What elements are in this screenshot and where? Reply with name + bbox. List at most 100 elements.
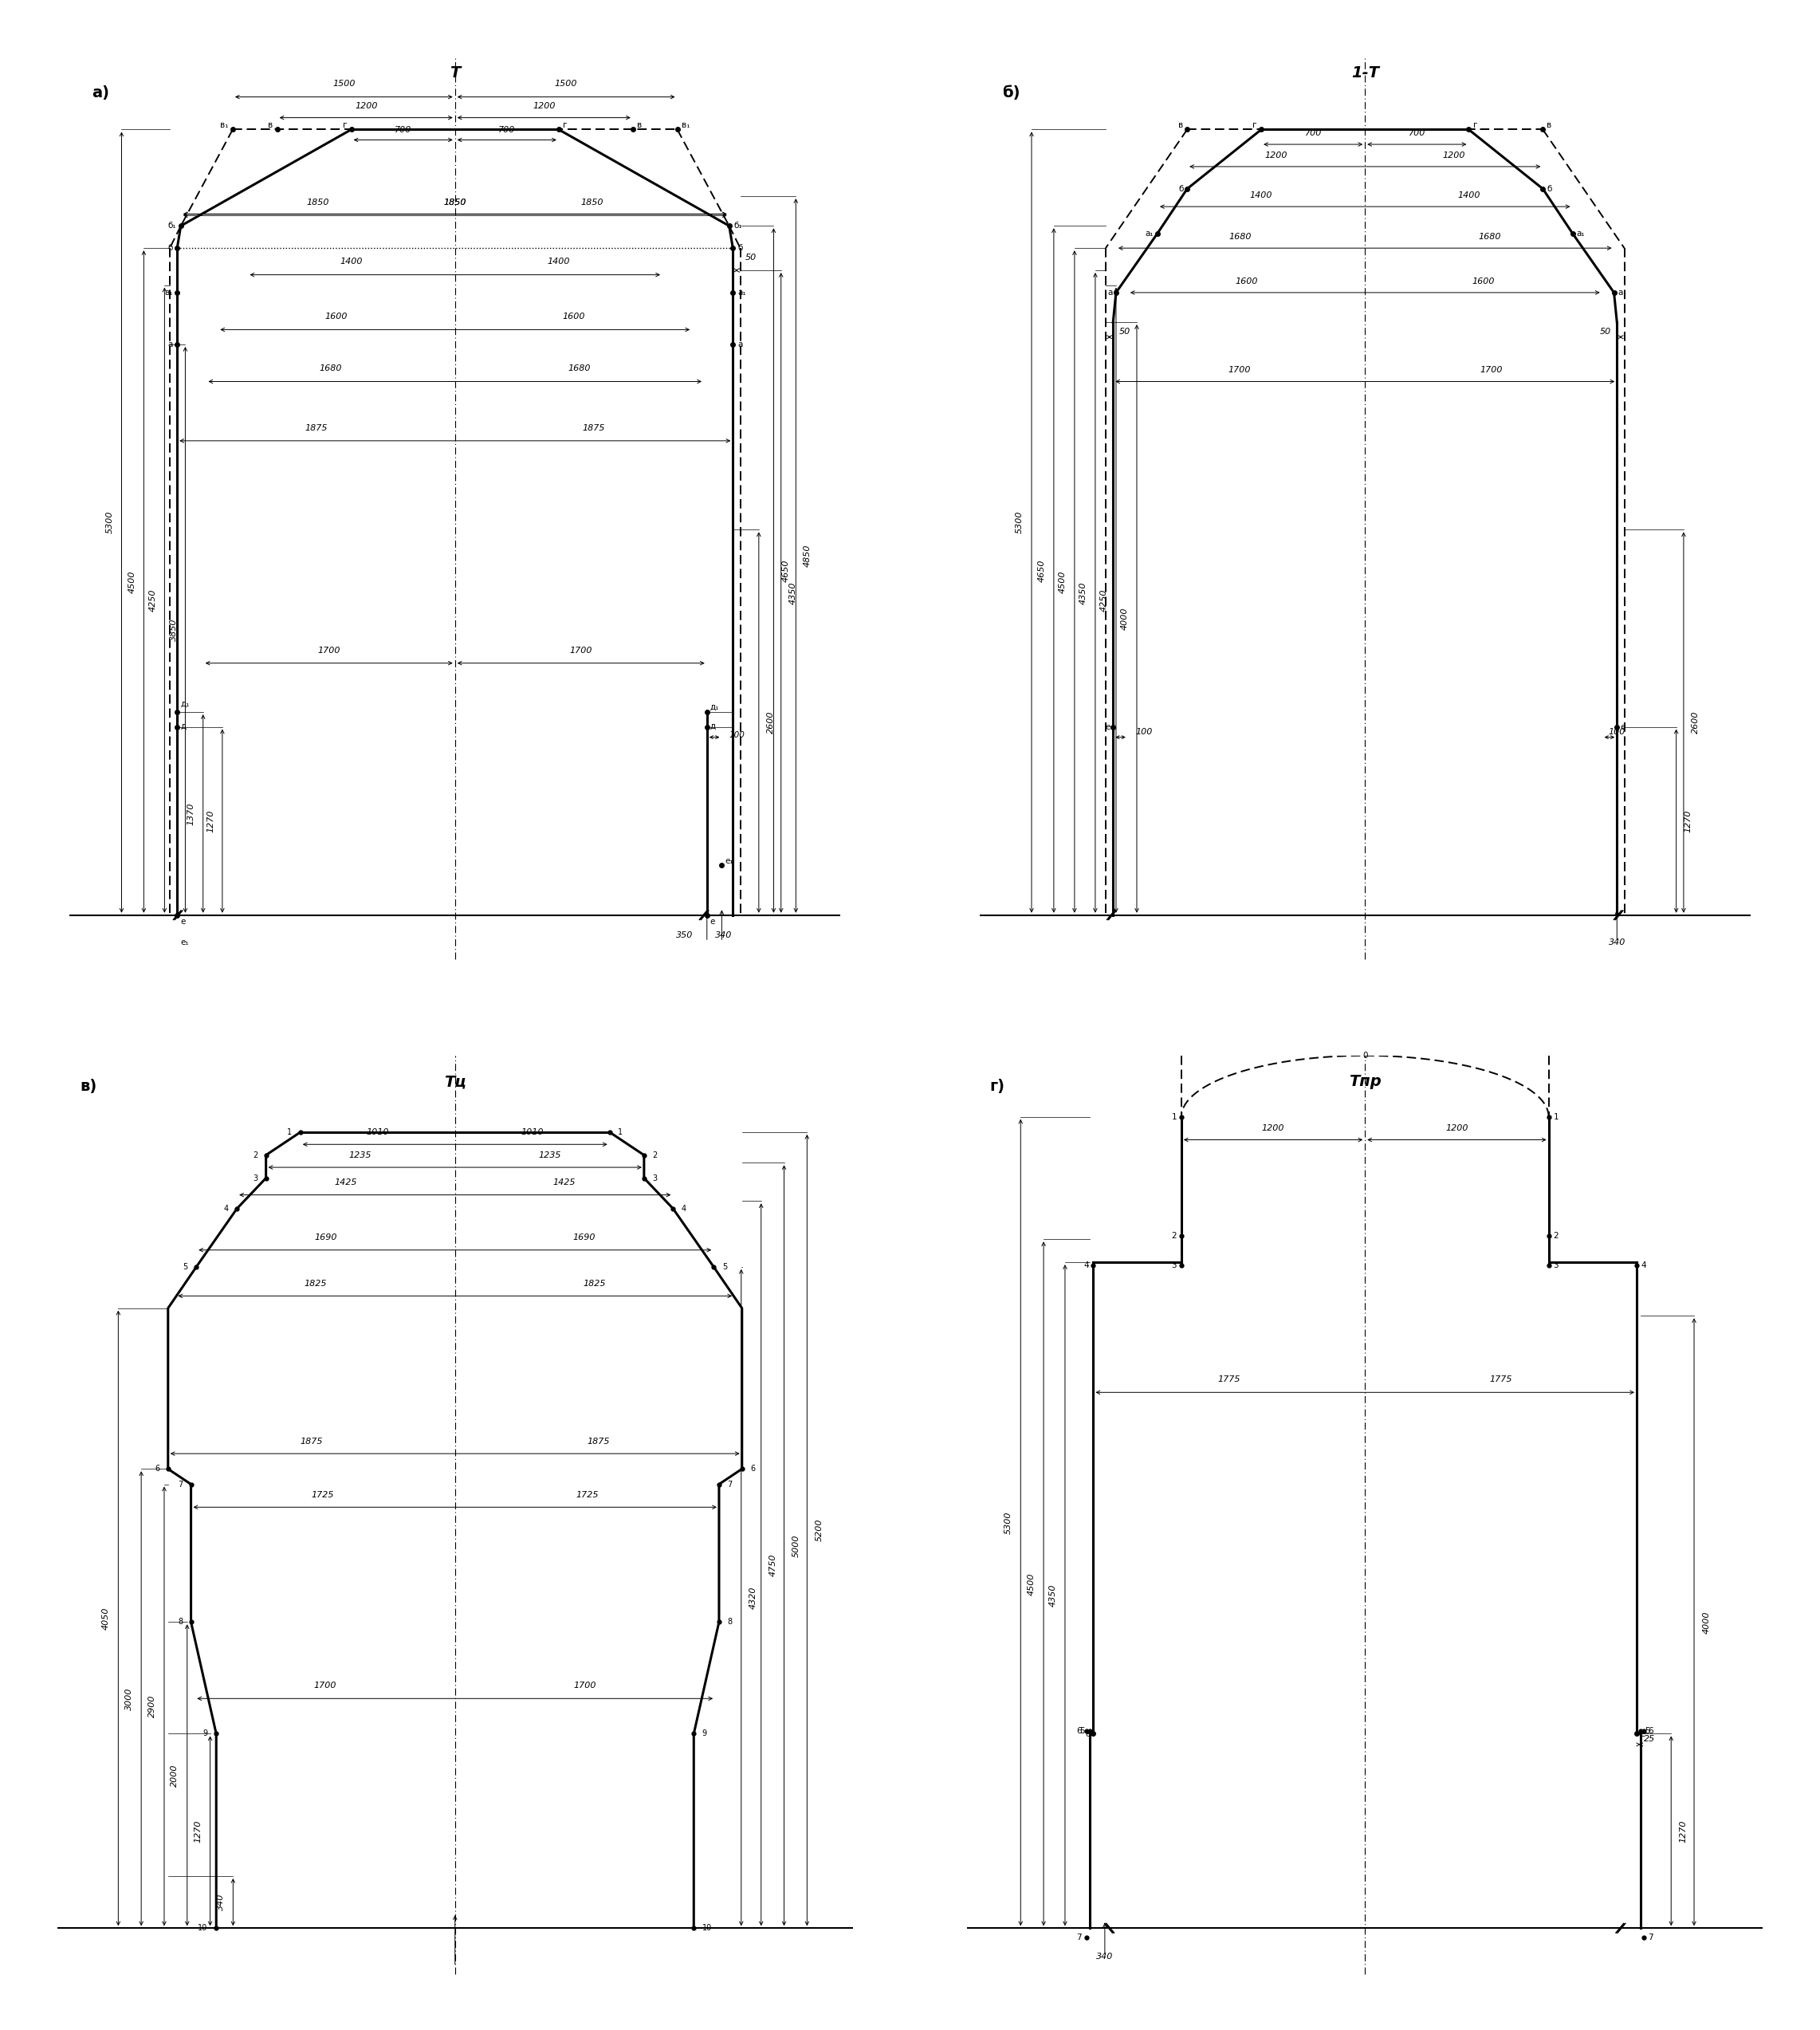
Text: 4350: 4350 [788,581,797,605]
Text: 7: 7 [1649,1933,1653,1941]
Text: 4750: 4750 [770,1553,777,1575]
Text: д₁: д₁ [710,702,719,710]
Text: 4500: 4500 [1059,570,1067,593]
Text: 1425: 1425 [335,1179,357,1186]
Text: г: г [1252,122,1258,130]
Text: д₁: д₁ [180,700,189,708]
Text: 1700: 1700 [570,646,592,654]
Text: 1700: 1700 [1229,365,1250,374]
Text: е: е [1105,723,1110,731]
Text: в₁: в₁ [682,122,690,130]
Text: 1500: 1500 [333,79,355,87]
Text: е₁: е₁ [724,857,733,865]
Text: 4250: 4250 [1099,589,1108,611]
Text: 0: 0 [1363,1052,1367,1060]
Text: 1400: 1400 [1458,191,1480,199]
Text: 1850: 1850 [306,199,329,207]
Text: 1725: 1725 [311,1490,335,1498]
Text: 1500: 1500 [555,79,577,87]
Text: б: б [167,244,173,252]
Text: 1680: 1680 [568,365,592,374]
Text: е: е [1085,1730,1090,1738]
Text: е: е [710,918,715,926]
Text: Тпр: Тпр [1349,1074,1381,1090]
Text: б₁: б₁ [733,221,743,229]
Text: 1850: 1850 [444,199,466,207]
Text: Т: Т [450,65,460,81]
Text: 3850: 3850 [169,619,177,641]
Text: 8: 8 [178,1618,182,1626]
Text: 4250: 4250 [149,589,157,611]
Text: 4050: 4050 [102,1608,109,1630]
Text: 1200: 1200 [355,102,377,110]
Text: 5: 5 [1645,1728,1651,1736]
Text: 4: 4 [1083,1261,1088,1269]
Text: 340: 340 [217,1894,226,1910]
Text: 1200: 1200 [1265,150,1287,158]
Text: 100: 100 [1136,729,1152,735]
Text: 6: 6 [155,1466,160,1474]
Text: 1270: 1270 [1680,1819,1687,1843]
Text: г): г) [990,1078,1005,1094]
Text: 340: 340 [1096,1953,1114,1961]
Text: 1690: 1690 [573,1234,595,1242]
Text: 8: 8 [728,1618,732,1626]
Text: 9: 9 [204,1730,207,1738]
Text: г: г [1472,122,1478,130]
Text: 2: 2 [253,1151,258,1159]
Text: 1600: 1600 [1472,278,1494,284]
Text: а₁: а₁ [1145,229,1154,238]
Text: 7: 7 [1077,1933,1081,1941]
Text: а: а [737,341,743,349]
Text: 6: 6 [1649,1728,1653,1736]
Text: 1875: 1875 [582,424,606,432]
Text: а₁: а₁ [164,288,173,296]
Text: 700: 700 [1305,130,1321,136]
Text: б₁: б₁ [167,221,177,229]
Text: е: е [180,918,186,926]
Text: 3: 3 [652,1173,657,1181]
Text: 5: 5 [184,1263,187,1271]
Text: 7: 7 [728,1480,732,1488]
Text: 5300: 5300 [106,512,113,534]
Text: 1235: 1235 [349,1151,371,1159]
Text: 1425: 1425 [553,1179,575,1186]
Text: б: б [1547,185,1552,193]
Text: 1270: 1270 [1684,810,1693,832]
Text: 4: 4 [681,1204,686,1212]
Text: а: а [1618,288,1623,296]
Text: 700: 700 [395,126,411,134]
Text: 1850: 1850 [581,199,604,207]
Text: 10: 10 [198,1924,207,1933]
Text: 1850: 1850 [444,199,466,207]
Text: а₁: а₁ [1576,229,1585,238]
Text: 3: 3 [253,1173,258,1181]
Text: 1600: 1600 [562,313,584,321]
Text: 700: 700 [499,126,515,134]
Text: е: е [1640,1730,1645,1738]
Text: 1680: 1680 [318,365,342,374]
Text: 1270: 1270 [206,810,215,832]
Text: 340: 340 [715,932,732,940]
Text: 2: 2 [652,1151,657,1159]
Text: а: а [167,341,173,349]
Text: 1700: 1700 [573,1681,597,1689]
Text: е₁: е₁ [180,938,189,946]
Text: 1875: 1875 [300,1437,322,1445]
Text: 1200: 1200 [1261,1125,1285,1133]
Text: 4320: 4320 [750,1585,757,1610]
Text: д: д [180,723,186,731]
Text: 1600: 1600 [1236,278,1258,284]
Text: 1680: 1680 [1229,233,1252,242]
Text: 4: 4 [224,1204,229,1212]
Text: г: г [562,122,568,130]
Text: 1370: 1370 [187,802,195,824]
Text: 10: 10 [703,1924,712,1933]
Text: 700: 700 [1409,130,1425,136]
Text: 1825: 1825 [304,1279,328,1287]
Text: 1235: 1235 [539,1151,561,1159]
Text: 1: 1 [619,1129,622,1137]
Text: в: в [1179,122,1183,130]
Text: в₁: в₁ [220,122,228,130]
Text: е: е [1620,723,1625,731]
